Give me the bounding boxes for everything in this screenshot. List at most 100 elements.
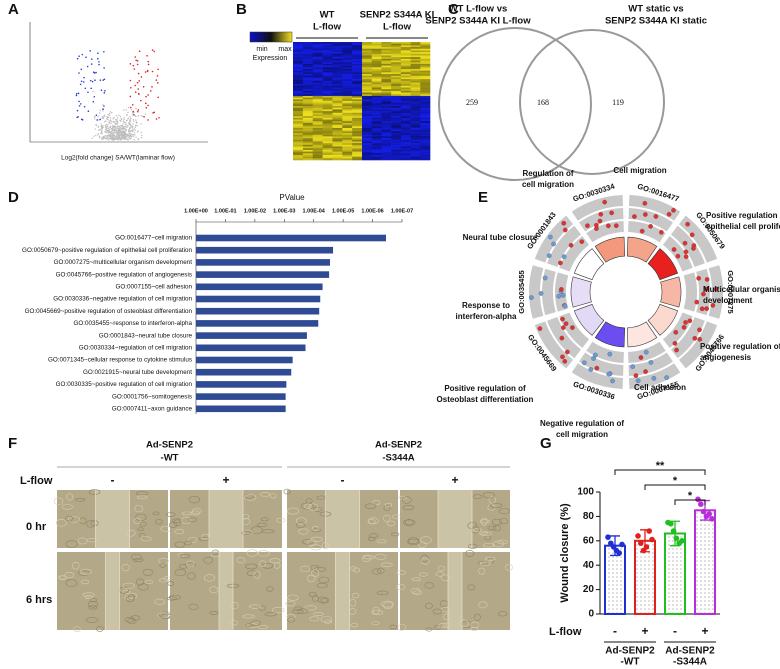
heatmap-cell xyxy=(312,143,323,146)
category-label: GO:0007275~multicellular organism develo… xyxy=(54,259,193,266)
heatmap-cell xyxy=(420,146,431,149)
volcano-dot xyxy=(151,70,154,73)
data-point xyxy=(635,533,641,539)
heatmap-cell xyxy=(381,119,392,122)
cell xyxy=(174,541,185,548)
heatmap-cell xyxy=(352,97,363,100)
heatmap-cell xyxy=(381,104,392,107)
heatmap-cell xyxy=(332,144,343,147)
volcano-dot xyxy=(106,132,108,134)
volcano-dot xyxy=(127,136,129,139)
heatmap-cell xyxy=(410,50,421,53)
volcano-dot xyxy=(91,137,93,139)
heatmap-cell xyxy=(381,89,392,92)
volcano-dot xyxy=(102,125,104,127)
heatmap-cell xyxy=(312,148,323,151)
cell xyxy=(152,511,160,516)
volcano-dot xyxy=(121,135,123,137)
heatmap-cell xyxy=(362,57,373,60)
heatmap-cell xyxy=(410,106,421,109)
gene-dot xyxy=(630,364,636,369)
heatmap-cell xyxy=(302,144,314,147)
gene-dot xyxy=(643,349,649,355)
heatmap-cell xyxy=(332,92,343,95)
cell xyxy=(473,527,483,533)
heatmap-cell xyxy=(293,114,304,117)
heatmap-cell xyxy=(420,85,431,88)
heatmap-cell xyxy=(362,149,373,152)
heatmap-cell xyxy=(302,50,314,53)
group-label: Ad-SENP2 xyxy=(146,440,193,451)
heatmap-cell xyxy=(293,53,304,56)
cell xyxy=(55,519,67,527)
heatmap-cell xyxy=(293,104,304,107)
cell xyxy=(125,595,135,602)
heatmap-cell xyxy=(381,138,392,141)
heatmap-cell xyxy=(322,106,333,109)
volcano-dot xyxy=(135,107,137,110)
gene-dot xyxy=(559,335,565,341)
cell xyxy=(188,603,199,610)
heatmap-cell xyxy=(342,50,353,53)
heatmap-cell xyxy=(312,75,323,78)
heatmap-cell xyxy=(381,102,392,105)
heatmap-cell xyxy=(293,122,304,125)
heatmap-cell xyxy=(371,99,382,102)
heatmap-cell xyxy=(420,74,431,77)
heatmap-cell xyxy=(332,107,343,110)
heatmap-cell xyxy=(332,99,343,102)
cell xyxy=(261,562,274,569)
volcano-dot xyxy=(116,135,118,137)
volcano-dot xyxy=(143,115,145,118)
volcano-dot xyxy=(94,79,96,82)
heatmap-cell xyxy=(391,133,402,136)
gene-dot xyxy=(542,275,548,281)
heatmap-cell xyxy=(410,85,421,88)
heatmap-cell xyxy=(293,101,304,103)
heatmap-cell xyxy=(371,107,382,110)
heatmap-cell xyxy=(322,121,333,124)
volcano-dot xyxy=(114,128,116,131)
heatmap-cell xyxy=(352,58,363,61)
set-title: SENP2 S344A KI L-flow xyxy=(425,16,531,27)
cell xyxy=(167,596,178,601)
volcano-dot xyxy=(134,129,136,131)
heatmap-cell xyxy=(400,87,411,90)
heatmap-cell xyxy=(342,45,353,48)
heatmap-cell xyxy=(312,63,323,66)
heatmap-cell xyxy=(391,75,402,78)
heatmap-cell xyxy=(391,60,402,63)
heatmap-cell xyxy=(302,112,314,115)
ring-sector xyxy=(570,276,592,308)
cell xyxy=(73,626,81,632)
heatmap-cell xyxy=(400,50,411,53)
volcano-dot xyxy=(123,127,126,129)
volcano-dot xyxy=(123,118,125,121)
heatmap-cell xyxy=(322,63,333,66)
volcano-dot xyxy=(86,65,89,68)
heatmap-cell xyxy=(342,52,353,55)
heatmap-cell xyxy=(381,121,392,124)
volcano-dot xyxy=(113,137,116,139)
volcano-plot xyxy=(29,22,208,143)
volcano-dot xyxy=(107,136,109,138)
volcano-dot xyxy=(77,92,80,95)
heatmap-cell xyxy=(410,146,421,149)
heatmap-cell xyxy=(381,101,392,103)
heatmap-cell xyxy=(293,146,304,149)
volcano-dot xyxy=(96,57,99,60)
heatmap-cell xyxy=(342,77,353,80)
heatmap-cell xyxy=(312,121,323,124)
gene-dot xyxy=(651,376,657,381)
heatmap-cell xyxy=(312,97,323,100)
heatmap-cell xyxy=(381,141,392,144)
cell xyxy=(320,616,333,623)
cell xyxy=(276,517,286,523)
heatmap-cell xyxy=(410,58,421,61)
heatmap-cell xyxy=(302,104,314,107)
gene-dot xyxy=(692,335,698,341)
track xyxy=(662,236,693,272)
volcano-dot xyxy=(125,128,128,131)
heatmap-cell xyxy=(362,65,373,68)
ring-sector xyxy=(626,321,658,348)
